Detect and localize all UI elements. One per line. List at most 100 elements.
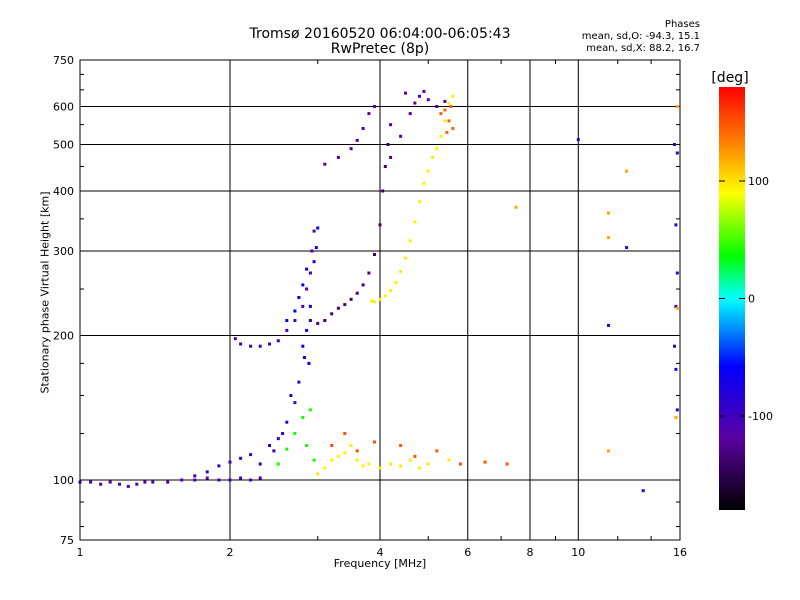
data-point: [99, 482, 103, 486]
data-point: [399, 269, 403, 273]
y-tick-label: 400: [53, 185, 74, 198]
data-point: [607, 449, 610, 453]
data-point: [302, 356, 306, 359]
data-point: [349, 444, 353, 447]
data-point: [293, 432, 297, 435]
data-point: [641, 489, 645, 493]
data-point: [383, 165, 387, 168]
data-point: [675, 271, 679, 275]
data-point: [217, 464, 221, 468]
chart-title: Tromsø 20160520 06:04:00-06:05:43: [249, 26, 511, 42]
x-tick-label: 2: [227, 546, 234, 559]
data-point: [435, 105, 439, 108]
data-point: [239, 342, 243, 346]
data-point: [316, 472, 320, 476]
phase-legend-o: mean, sd,O: -94.3, 15.1: [581, 31, 700, 42]
data-point: [426, 462, 430, 466]
data-point: [258, 476, 262, 480]
x-tick-label: 10: [571, 546, 585, 559]
phase-legend-x: mean, sd,X: 88.2, 16.7: [586, 43, 700, 54]
data-point: [349, 297, 353, 301]
data-point: [301, 344, 305, 348]
data-point: [316, 321, 320, 325]
data-point: [258, 344, 262, 348]
data-point: [381, 189, 385, 193]
data-point: [443, 108, 447, 112]
data-point: [361, 127, 365, 130]
data-point: [301, 283, 305, 287]
y-tick-label: 300: [53, 245, 74, 258]
data-point: [483, 460, 487, 464]
data-point: [228, 460, 232, 464]
data-point: [675, 408, 679, 412]
colorbar-tick-label: 100: [748, 175, 769, 188]
data-point: [276, 437, 280, 441]
data-point: [367, 112, 371, 116]
chart-subtitle: RwPretec (8p): [330, 41, 430, 57]
colorbar-ticks: 100 0 -100: [719, 175, 773, 423]
data-point: [297, 380, 301, 384]
data-point: [389, 123, 393, 127]
y-tick-label: 100: [53, 474, 74, 487]
data-point: [312, 260, 316, 264]
y-tick-label: 750: [53, 54, 74, 67]
data-point: [312, 458, 316, 462]
data-point: [389, 155, 393, 159]
data-point: [323, 319, 327, 322]
data-point: [413, 101, 417, 105]
data-point: [308, 304, 312, 308]
data-point: [143, 480, 147, 484]
data-point: [394, 281, 398, 284]
data-point: [276, 339, 280, 343]
data-point: [193, 478, 197, 482]
data-point: [166, 480, 170, 484]
data-point: [399, 444, 403, 447]
data-point: [301, 416, 305, 419]
data-point: [445, 130, 449, 134]
data-point: [607, 211, 610, 215]
x-tick-label: 8: [527, 546, 534, 559]
data-point: [205, 470, 209, 474]
data-point: [343, 451, 347, 455]
data-point: [293, 309, 297, 313]
data-point: [323, 466, 327, 470]
data-point: [108, 480, 112, 484]
data-point: [285, 447, 289, 451]
data-point: [418, 466, 421, 470]
x-axis-label: Frequency [MHz]: [333, 557, 427, 570]
data-point: [426, 98, 430, 102]
data-point: [576, 138, 580, 142]
data-point: [217, 478, 221, 482]
data-point: [408, 112, 412, 116]
data-point: [399, 134, 403, 138]
data-point: [373, 300, 376, 304]
data-point: [323, 162, 327, 166]
data-point: [607, 323, 610, 327]
data-point: [373, 440, 376, 444]
data-point: [293, 319, 297, 322]
axis-ticks: 1 2 4 6 8 10 16 75 100 200 300 400 500 600 750: [53, 54, 687, 559]
data-point: [307, 361, 311, 365]
data-point: [268, 444, 271, 447]
data-point: [625, 246, 629, 250]
data-point: [443, 119, 447, 123]
data-point: [355, 138, 359, 142]
data-point: [297, 296, 301, 299]
data-point: [674, 304, 678, 308]
data-point: [343, 303, 347, 307]
data-point: [399, 464, 403, 468]
data-point: [180, 478, 184, 482]
data-point: [249, 478, 253, 482]
data-point: [233, 337, 237, 341]
data-point: [373, 105, 376, 108]
data-point: [367, 462, 371, 466]
x-tick-label: 1: [77, 546, 84, 559]
data-point: [193, 474, 197, 478]
data-point: [435, 449, 439, 453]
y-tick-label: 500: [53, 139, 74, 152]
data-point: [422, 181, 426, 185]
data-point: [367, 271, 371, 275]
data-point: [249, 453, 253, 457]
data-point: [408, 239, 412, 243]
